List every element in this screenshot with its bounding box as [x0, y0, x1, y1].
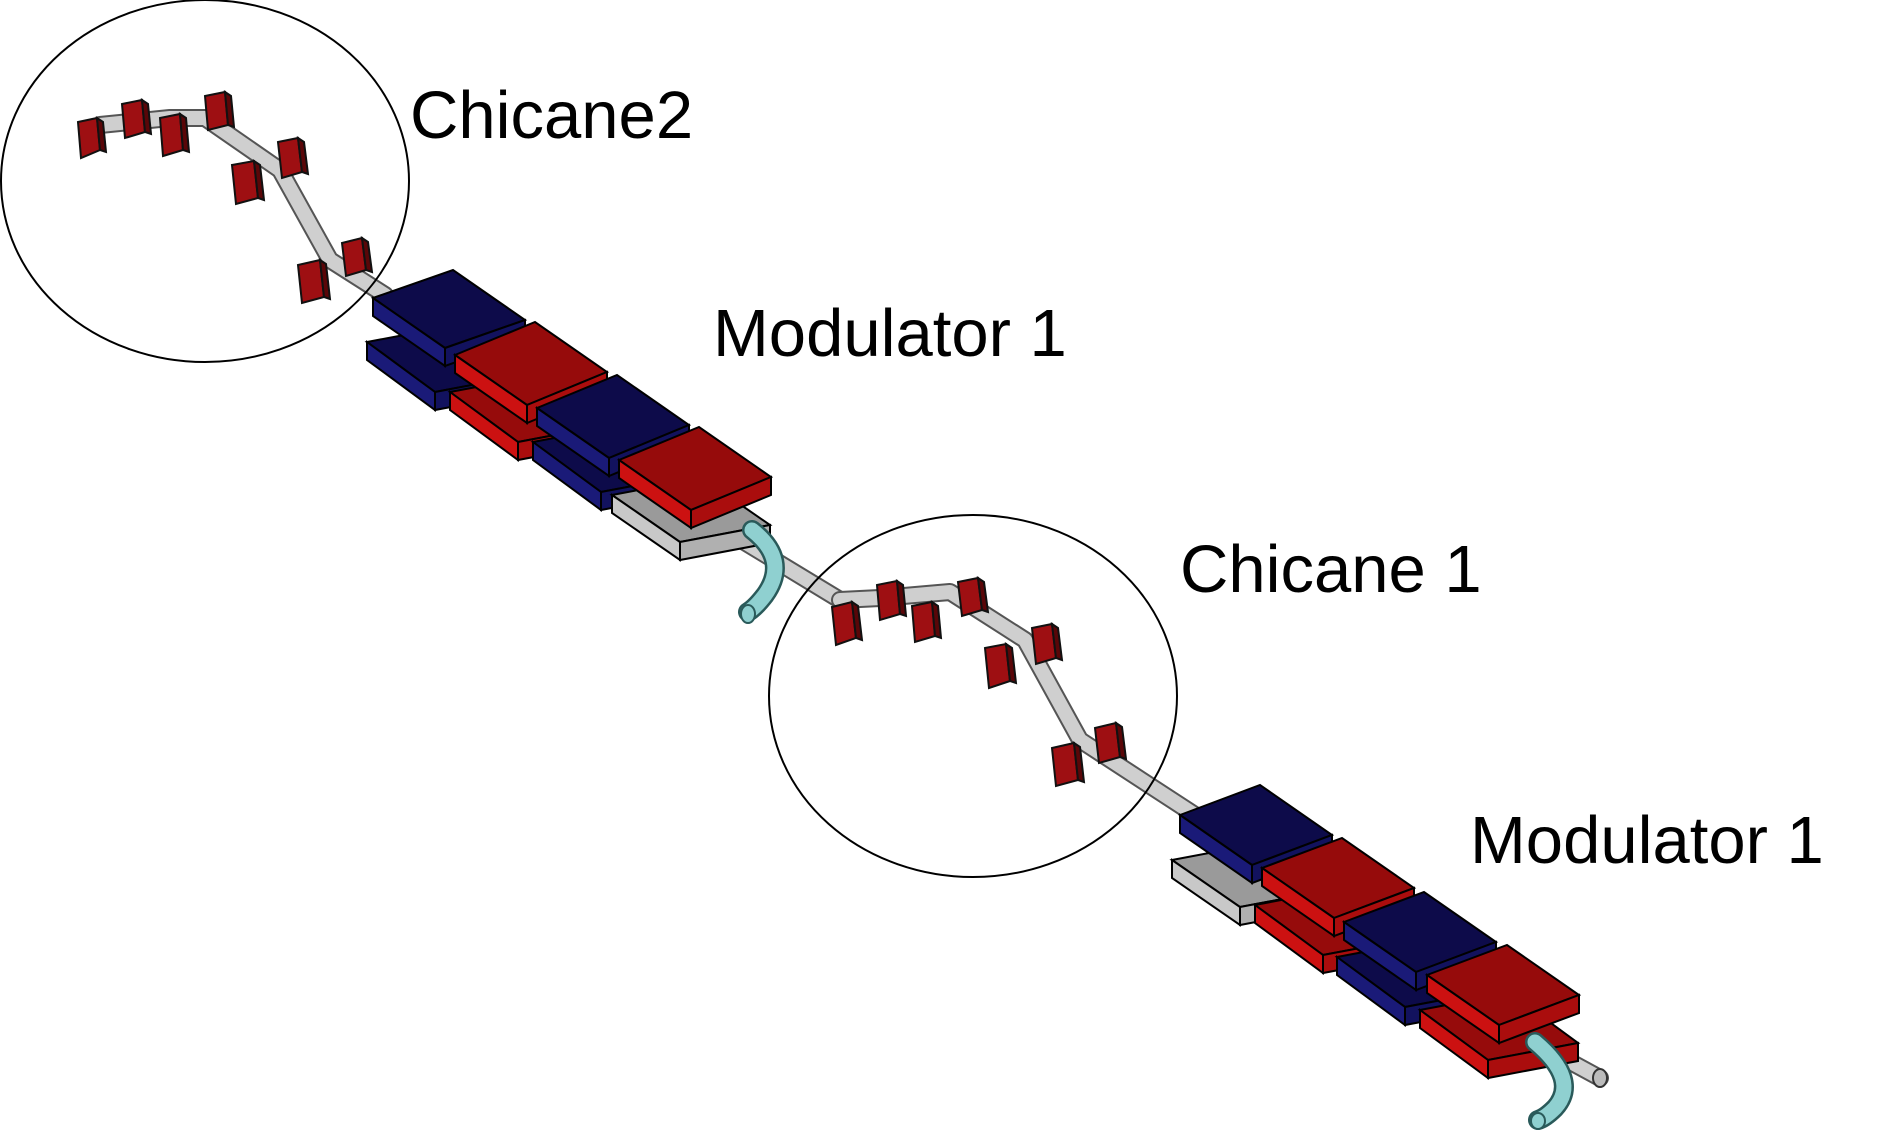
dipole-icon — [296, 257, 332, 305]
dipole-icon — [340, 235, 374, 278]
label-chicane2: Chicane2 — [410, 78, 693, 153]
dipole-icon — [956, 575, 990, 618]
dipole-icon — [158, 112, 191, 158]
label-chicane1: Chicane 1 — [1180, 532, 1482, 607]
dipole-icon — [1050, 740, 1086, 788]
chicane2-dipoles — [76, 90, 374, 305]
dipole-icon — [983, 641, 1018, 690]
modulator-1-top-blocks — [364, 268, 774, 562]
dipole-icon — [875, 579, 908, 622]
label-modulator-1-bottom: Modulator 1 — [1470, 803, 1824, 878]
dipole-icon — [120, 98, 153, 140]
chicane1-highlight-circle — [768, 514, 1178, 878]
label-modulator-1-top: Modulator 1 — [713, 296, 1067, 371]
dipole-icon — [1030, 621, 1064, 666]
dipole-icon — [76, 116, 108, 160]
dipole-icon — [276, 135, 310, 180]
dipole-icon — [203, 90, 236, 132]
curved-pipe-icon — [1525, 1032, 1574, 1130]
dipole-icon — [230, 158, 266, 206]
chicane2-highlight-circle — [0, 0, 410, 363]
dipole-icon — [910, 600, 943, 644]
undulator-block-icon — [1424, 943, 1582, 1045]
dipole-icon — [830, 599, 864, 647]
dipole-icon — [1093, 720, 1128, 765]
curved-pipe-icon — [738, 520, 785, 624]
modulator-1-bottom-blocks — [1169, 783, 1582, 1080]
undulator-block-icon — [616, 425, 774, 530]
chicane1-dipoles — [830, 575, 1128, 788]
